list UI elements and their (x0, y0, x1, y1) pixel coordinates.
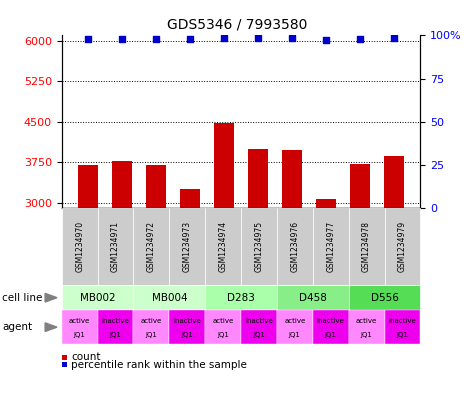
Text: JQ1: JQ1 (74, 332, 86, 338)
Text: D283: D283 (227, 293, 255, 303)
Text: active: active (356, 318, 377, 324)
Text: JQ1: JQ1 (289, 332, 301, 338)
Bar (384, 156, 404, 365)
Text: inactive: inactive (173, 318, 201, 324)
Text: JQ1: JQ1 (397, 332, 408, 338)
Bar (316, 199, 336, 365)
Bar (180, 189, 200, 365)
Text: agent: agent (2, 322, 32, 332)
Text: active: active (69, 318, 90, 324)
Point (118, 36, 126, 42)
Bar (214, 123, 234, 365)
Text: GSM1234977: GSM1234977 (326, 221, 335, 272)
Point (322, 37, 330, 43)
Text: inactive: inactive (245, 318, 273, 324)
Text: GSM1234975: GSM1234975 (255, 221, 264, 272)
Bar (78, 165, 98, 365)
Text: GSM1234978: GSM1234978 (362, 221, 371, 272)
Text: inactive: inactive (102, 318, 129, 324)
Text: count: count (71, 352, 101, 362)
Text: GSM1234970: GSM1234970 (75, 221, 84, 272)
Point (254, 35, 262, 41)
Text: GSM1234971: GSM1234971 (111, 221, 120, 272)
Point (356, 36, 364, 42)
Text: GDS5346 / 7993580: GDS5346 / 7993580 (167, 18, 308, 32)
Text: inactive: inactive (389, 318, 416, 324)
Text: percentile rank within the sample: percentile rank within the sample (71, 360, 247, 370)
Text: active: active (284, 318, 305, 324)
Bar (248, 149, 268, 365)
Point (288, 35, 296, 41)
Text: GSM1234979: GSM1234979 (398, 221, 407, 272)
Text: active: active (212, 318, 234, 324)
Text: MB004: MB004 (152, 293, 187, 303)
Point (186, 36, 194, 42)
Text: GSM1234973: GSM1234973 (183, 221, 192, 272)
Text: JQ1: JQ1 (361, 332, 372, 338)
Text: inactive: inactive (317, 318, 344, 324)
Text: active: active (141, 318, 162, 324)
Point (85, 36, 92, 42)
Point (152, 36, 160, 42)
Point (220, 35, 228, 41)
Text: GSM1234972: GSM1234972 (147, 221, 156, 272)
Point (390, 35, 398, 41)
Text: GSM1234976: GSM1234976 (290, 221, 299, 272)
Bar (350, 164, 370, 365)
Text: D556: D556 (370, 293, 399, 303)
Text: JQ1: JQ1 (110, 332, 122, 338)
Text: cell line: cell line (2, 293, 43, 303)
Text: GSM1234974: GSM1234974 (218, 221, 228, 272)
Bar (282, 150, 302, 365)
Text: D458: D458 (299, 293, 327, 303)
Bar (112, 161, 133, 365)
Text: JQ1: JQ1 (325, 332, 337, 338)
Bar (146, 165, 166, 365)
Text: MB002: MB002 (80, 293, 115, 303)
Text: JQ1: JQ1 (145, 332, 157, 338)
Text: JQ1: JQ1 (181, 332, 193, 338)
Text: JQ1: JQ1 (253, 332, 265, 338)
Text: JQ1: JQ1 (217, 332, 229, 338)
